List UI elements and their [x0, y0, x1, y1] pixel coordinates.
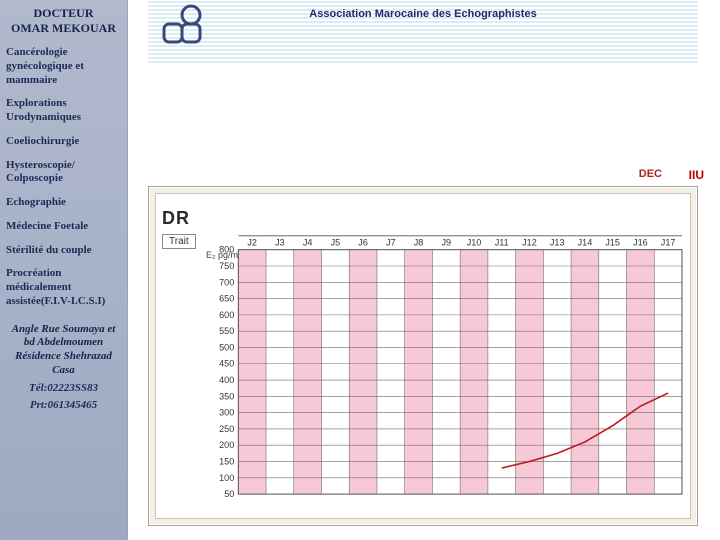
sidebar-item: Médecine Foetale: [6, 220, 121, 234]
svg-text:100: 100: [219, 473, 234, 483]
svg-text:600: 600: [219, 310, 234, 320]
svg-text:J14: J14: [578, 238, 593, 248]
svg-text:200: 200: [219, 440, 234, 450]
label-iiu: IIU: [689, 168, 704, 182]
banner: Association Marocaine des Echographistes: [148, 0, 698, 64]
sidebar-item: Coeliochirurgie: [6, 135, 121, 149]
doctor-name: OMAR MEKOUAR: [6, 21, 121, 36]
svg-text:J3: J3: [275, 238, 285, 248]
svg-text:350: 350: [219, 391, 234, 401]
sidebar: DOCTEUR OMAR MEKOUAR Cancérologie gynéco…: [0, 0, 128, 540]
svg-text:J6: J6: [358, 238, 368, 248]
svg-text:J10: J10: [467, 238, 482, 248]
svg-text:J2: J2: [247, 238, 257, 248]
doctor-block: DOCTEUR OMAR MEKOUAR: [6, 6, 121, 36]
sidebar-item: Cancérologie gynécologique et mammaire: [6, 46, 121, 87]
sidebar-item: Explorations Urodynamiques: [6, 97, 121, 125]
svg-text:150: 150: [219, 457, 234, 467]
svg-text:550: 550: [219, 326, 234, 336]
svg-text:J11: J11: [495, 238, 509, 248]
sidebar-item: Stérilité du couple: [6, 244, 121, 258]
svg-text:J8: J8: [414, 238, 424, 248]
doctor-title: DOCTEUR: [6, 6, 121, 21]
svg-text:J7: J7: [386, 238, 396, 248]
main-area: Association Marocaine des Echographistes…: [128, 0, 720, 540]
svg-text:J12: J12: [522, 238, 537, 248]
svg-text:750: 750: [219, 261, 234, 271]
svg-text:50: 50: [224, 489, 234, 499]
svg-text:J17: J17: [661, 238, 676, 248]
sidebar-item: Procréation médicalement assistée(F.I.V-…: [6, 267, 121, 308]
svg-text:250: 250: [219, 424, 234, 434]
banner-decoration-icon: [148, 0, 208, 56]
svg-text:800: 800: [219, 245, 234, 255]
svg-text:J4: J4: [303, 238, 313, 248]
svg-text:300: 300: [219, 408, 234, 418]
svg-text:400: 400: [219, 375, 234, 385]
svg-text:J16: J16: [633, 238, 648, 248]
sidebar-item: Hysteroscopie/ Colposcopie: [6, 159, 121, 187]
chart-card: DR Trait E₂ pg/ml 5010015020025030035040…: [148, 186, 698, 526]
svg-text:J5: J5: [331, 238, 341, 248]
label-dec: DEC: [639, 168, 662, 180]
svg-text:J9: J9: [441, 238, 451, 248]
chart-svg: 50 100 150 200 250 300 350 400 450 500 550 600 650 70…: [200, 204, 684, 512]
chart-plot: 50 100 150 200 250 300 350 400 450 500 550 600 650 70…: [200, 204, 684, 512]
svg-text:500: 500: [219, 343, 234, 353]
telephone: Tél:02223SS83: [6, 382, 121, 396]
svg-text:J13: J13: [550, 238, 565, 248]
address: Angle Rue Soumaya et bd Abdelmoumen Rési…: [6, 323, 121, 378]
svg-text:450: 450: [219, 359, 234, 369]
chart-trait-label: Trait: [162, 234, 196, 249]
banner-title: Association Marocaine des Echographistes: [148, 8, 698, 20]
svg-text:650: 650: [219, 294, 234, 304]
chart-inner: DR Trait E₂ pg/ml 5010015020025030035040…: [155, 193, 691, 519]
svg-text:700: 700: [219, 277, 234, 287]
chart-dr-label: DR: [162, 208, 190, 229]
sidebar-item: Echographie: [6, 196, 121, 210]
portable: Prt:061345465: [6, 399, 121, 413]
svg-text:J15: J15: [605, 238, 620, 248]
